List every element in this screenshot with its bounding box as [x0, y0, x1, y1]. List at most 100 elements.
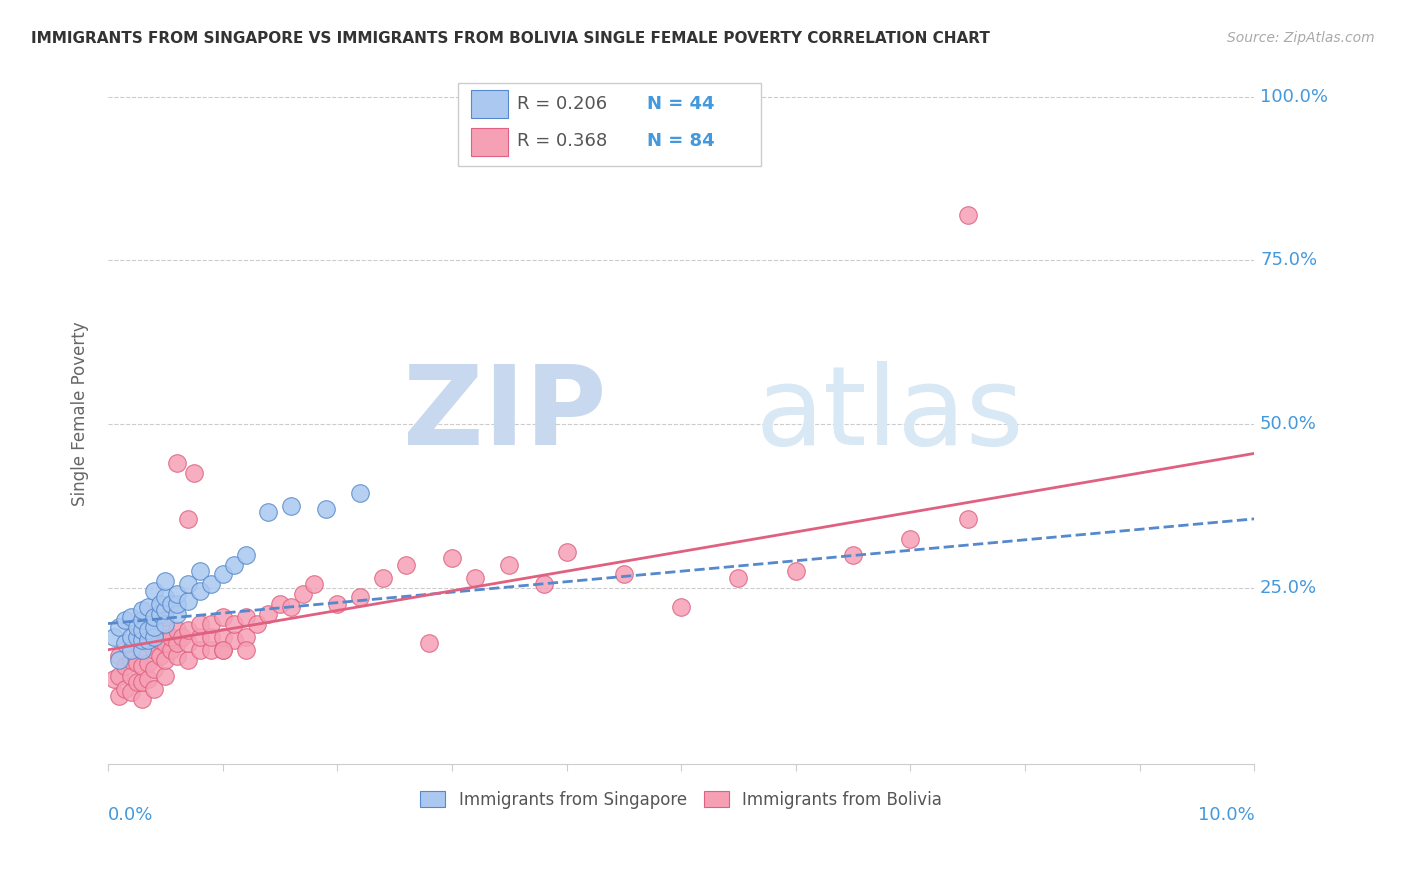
Point	[349, 591, 371, 605]
Point	[280, 499, 302, 513]
Point	[371, 571, 394, 585]
Point	[155, 591, 177, 605]
Point	[114, 613, 136, 627]
Point	[395, 558, 418, 572]
Point	[155, 652, 177, 666]
Point	[177, 623, 200, 637]
Point	[956, 512, 979, 526]
Text: N = 44: N = 44	[647, 95, 714, 112]
Text: atlas: atlas	[755, 360, 1024, 467]
Point	[136, 656, 159, 670]
Point	[131, 691, 153, 706]
Point	[464, 571, 486, 585]
Text: IMMIGRANTS FROM SINGAPORE VS IMMIGRANTS FROM BOLIVIA SINGLE FEMALE POVERTY CORRE: IMMIGRANTS FROM SINGAPORE VS IMMIGRANTS …	[31, 31, 990, 46]
Point	[269, 597, 291, 611]
Point	[131, 630, 153, 644]
Point	[183, 466, 205, 480]
Point	[148, 597, 170, 611]
Point	[108, 620, 131, 634]
Point	[291, 587, 314, 601]
Point	[785, 564, 807, 578]
Point	[108, 689, 131, 703]
Point	[108, 652, 131, 666]
Point	[177, 652, 200, 666]
Point	[166, 649, 188, 664]
Point	[160, 597, 183, 611]
Point	[533, 577, 555, 591]
Point	[142, 630, 165, 644]
Text: 100.0%: 100.0%	[1260, 87, 1329, 106]
Point	[211, 642, 233, 657]
Text: ZIP: ZIP	[404, 360, 606, 467]
Point	[120, 669, 142, 683]
Point	[142, 616, 165, 631]
Point	[120, 652, 142, 666]
Point	[131, 642, 153, 657]
Point	[166, 607, 188, 621]
Point	[669, 600, 692, 615]
Text: R = 0.206: R = 0.206	[517, 95, 607, 112]
Point	[418, 636, 440, 650]
Point	[131, 613, 153, 627]
Point	[155, 636, 177, 650]
Point	[136, 623, 159, 637]
Point	[155, 610, 177, 624]
Point	[326, 597, 349, 611]
Point	[142, 610, 165, 624]
Point	[235, 630, 257, 644]
Point	[235, 548, 257, 562]
Point	[160, 642, 183, 657]
Point	[177, 512, 200, 526]
Point	[211, 610, 233, 624]
Point	[188, 616, 211, 631]
Point	[555, 544, 578, 558]
Point	[304, 577, 326, 591]
Point	[211, 567, 233, 582]
Point	[103, 672, 125, 686]
Text: 50.0%: 50.0%	[1260, 415, 1317, 433]
Point	[142, 620, 165, 634]
Bar	[471, 128, 508, 156]
Text: N = 84: N = 84	[647, 132, 714, 150]
Point	[131, 632, 153, 647]
Point	[440, 551, 463, 566]
Text: 25.0%: 25.0%	[1260, 579, 1317, 597]
Point	[177, 577, 200, 591]
Point	[280, 600, 302, 615]
Point	[136, 632, 159, 647]
Point	[200, 630, 222, 644]
Point	[155, 623, 177, 637]
Point	[177, 593, 200, 607]
Point	[166, 587, 188, 601]
Point	[148, 632, 170, 647]
Point	[842, 548, 865, 562]
Point	[166, 597, 188, 611]
Point	[125, 620, 148, 634]
Point	[155, 603, 177, 617]
Point	[155, 669, 177, 683]
Point	[257, 505, 280, 519]
Y-axis label: Single Female Poverty: Single Female Poverty	[72, 322, 89, 507]
Point	[235, 642, 257, 657]
Point	[200, 642, 222, 657]
Point	[900, 532, 922, 546]
Point	[727, 571, 749, 585]
Point	[222, 558, 245, 572]
Point	[136, 672, 159, 686]
Point	[142, 662, 165, 676]
Point	[200, 616, 222, 631]
Point	[235, 610, 257, 624]
Point	[103, 630, 125, 644]
Point	[142, 681, 165, 696]
Point	[246, 616, 269, 631]
Point	[131, 675, 153, 690]
Point	[142, 630, 165, 644]
Point	[131, 642, 153, 657]
Point	[142, 583, 165, 598]
Point	[188, 630, 211, 644]
Point	[125, 656, 148, 670]
Point	[166, 456, 188, 470]
Point	[125, 675, 148, 690]
Point	[613, 567, 636, 582]
FancyBboxPatch shape	[457, 83, 762, 166]
